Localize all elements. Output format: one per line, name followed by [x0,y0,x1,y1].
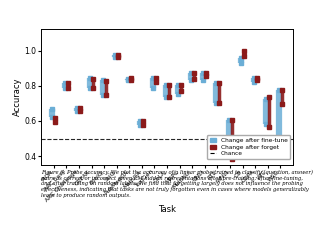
Y-axis label: Accuracy: Accuracy [13,78,22,116]
Text: Figure 6: Probe accuracy. We plot the accuracy of a linear probe trained to clas: Figure 6: Probe accuracy. We plot the ac… [41,170,313,198]
X-axis label: Task: Task [158,205,176,214]
Legend: Change after fine-tune, Change after forget, Chance: Change after fine-tune, Change after for… [207,135,290,159]
